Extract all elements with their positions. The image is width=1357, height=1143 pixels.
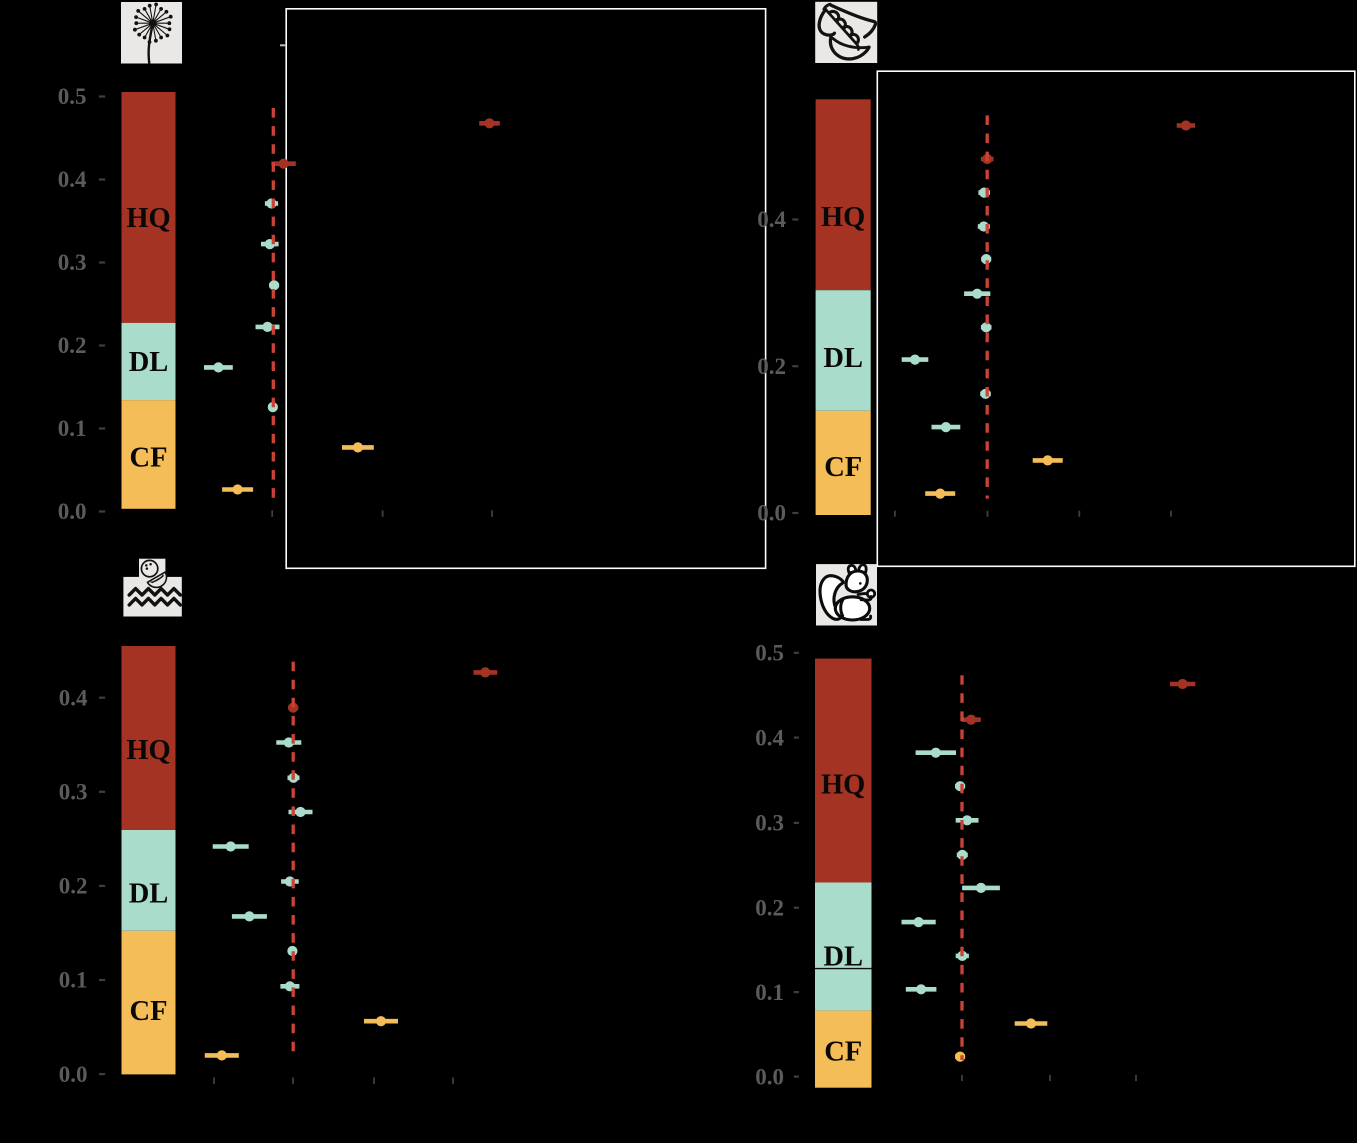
svg-text:0.0: 0.0 (757, 501, 786, 526)
svg-text:0.3: 0.3 (58, 250, 87, 275)
svg-text:HQ: HQ (821, 769, 865, 800)
svg-text:0.3: 0.3 (755, 811, 784, 836)
svg-text:CF: CF (824, 1037, 862, 1068)
svg-text:0.0: 0.0 (59, 1062, 88, 1087)
svg-text:0.1: 0.1 (59, 968, 88, 993)
svg-text:0.2: 0.2 (58, 333, 87, 358)
svg-text:DL: DL (129, 879, 169, 910)
svg-text:CF: CF (824, 452, 862, 483)
svg-text:0.4: 0.4 (757, 207, 786, 232)
svg-text:CF: CF (130, 996, 168, 1027)
svg-text:0.3: 0.3 (59, 780, 88, 805)
svg-text:0.4: 0.4 (59, 685, 88, 710)
svg-text:HQ: HQ (126, 735, 170, 766)
svg-text:HQ: HQ (821, 202, 865, 233)
svg-text:0.1: 0.1 (58, 416, 87, 441)
svg-text:0.4: 0.4 (58, 167, 87, 192)
svg-text:0.2: 0.2 (757, 354, 786, 379)
svg-text:0.0: 0.0 (58, 499, 87, 524)
svg-text:DL: DL (129, 347, 169, 378)
svg-text:0.1: 0.1 (755, 980, 784, 1005)
svg-text:0.0: 0.0 (755, 1064, 784, 1089)
svg-text:0.2: 0.2 (755, 895, 784, 920)
svg-text:DL: DL (823, 343, 863, 374)
svg-text:HQ: HQ (126, 203, 170, 234)
svg-text:0.5: 0.5 (755, 641, 784, 666)
svg-text:CF: CF (130, 443, 168, 474)
svg-text:DL: DL (823, 942, 863, 973)
svg-text:0.5: 0.5 (58, 84, 87, 109)
svg-text:0.2: 0.2 (59, 874, 88, 899)
svg-text:0.4: 0.4 (755, 725, 784, 750)
